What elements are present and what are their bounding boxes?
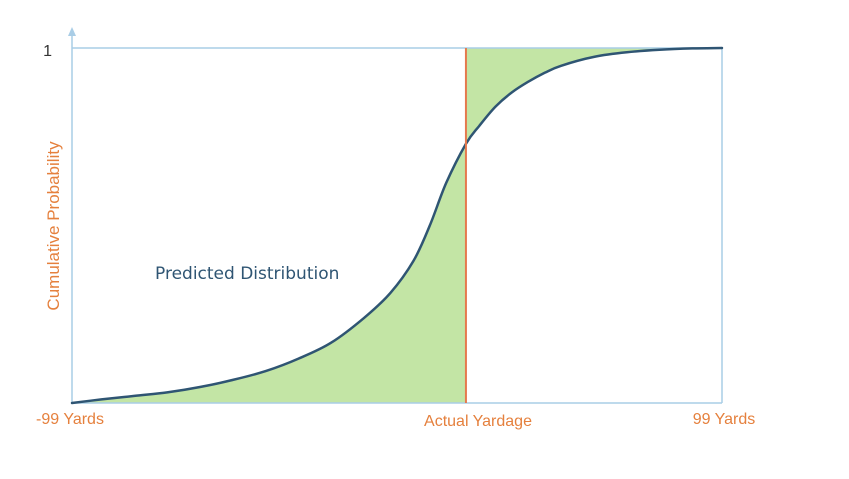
x-tick-label-max: 99 Yards bbox=[693, 411, 756, 428]
predicted-distribution-label: Predicted Distribution bbox=[155, 264, 339, 284]
x-tick-label-actual: Actual Yardage bbox=[424, 413, 532, 430]
y-tick-label-1: 1 bbox=[43, 43, 52, 60]
fill-below-curve bbox=[72, 143, 466, 403]
crps-fill-regions bbox=[72, 48, 722, 403]
y-axis-title: Cumulative Probability bbox=[44, 141, 63, 311]
axes bbox=[68, 27, 723, 404]
fill-above-curve bbox=[465, 48, 722, 144]
predicted-distribution-curve bbox=[70, 46, 724, 405]
curve-layer bbox=[70, 46, 724, 405]
y-axis-arrow bbox=[68, 27, 76, 36]
x-tick-label-min: -99 Yards bbox=[36, 411, 104, 428]
